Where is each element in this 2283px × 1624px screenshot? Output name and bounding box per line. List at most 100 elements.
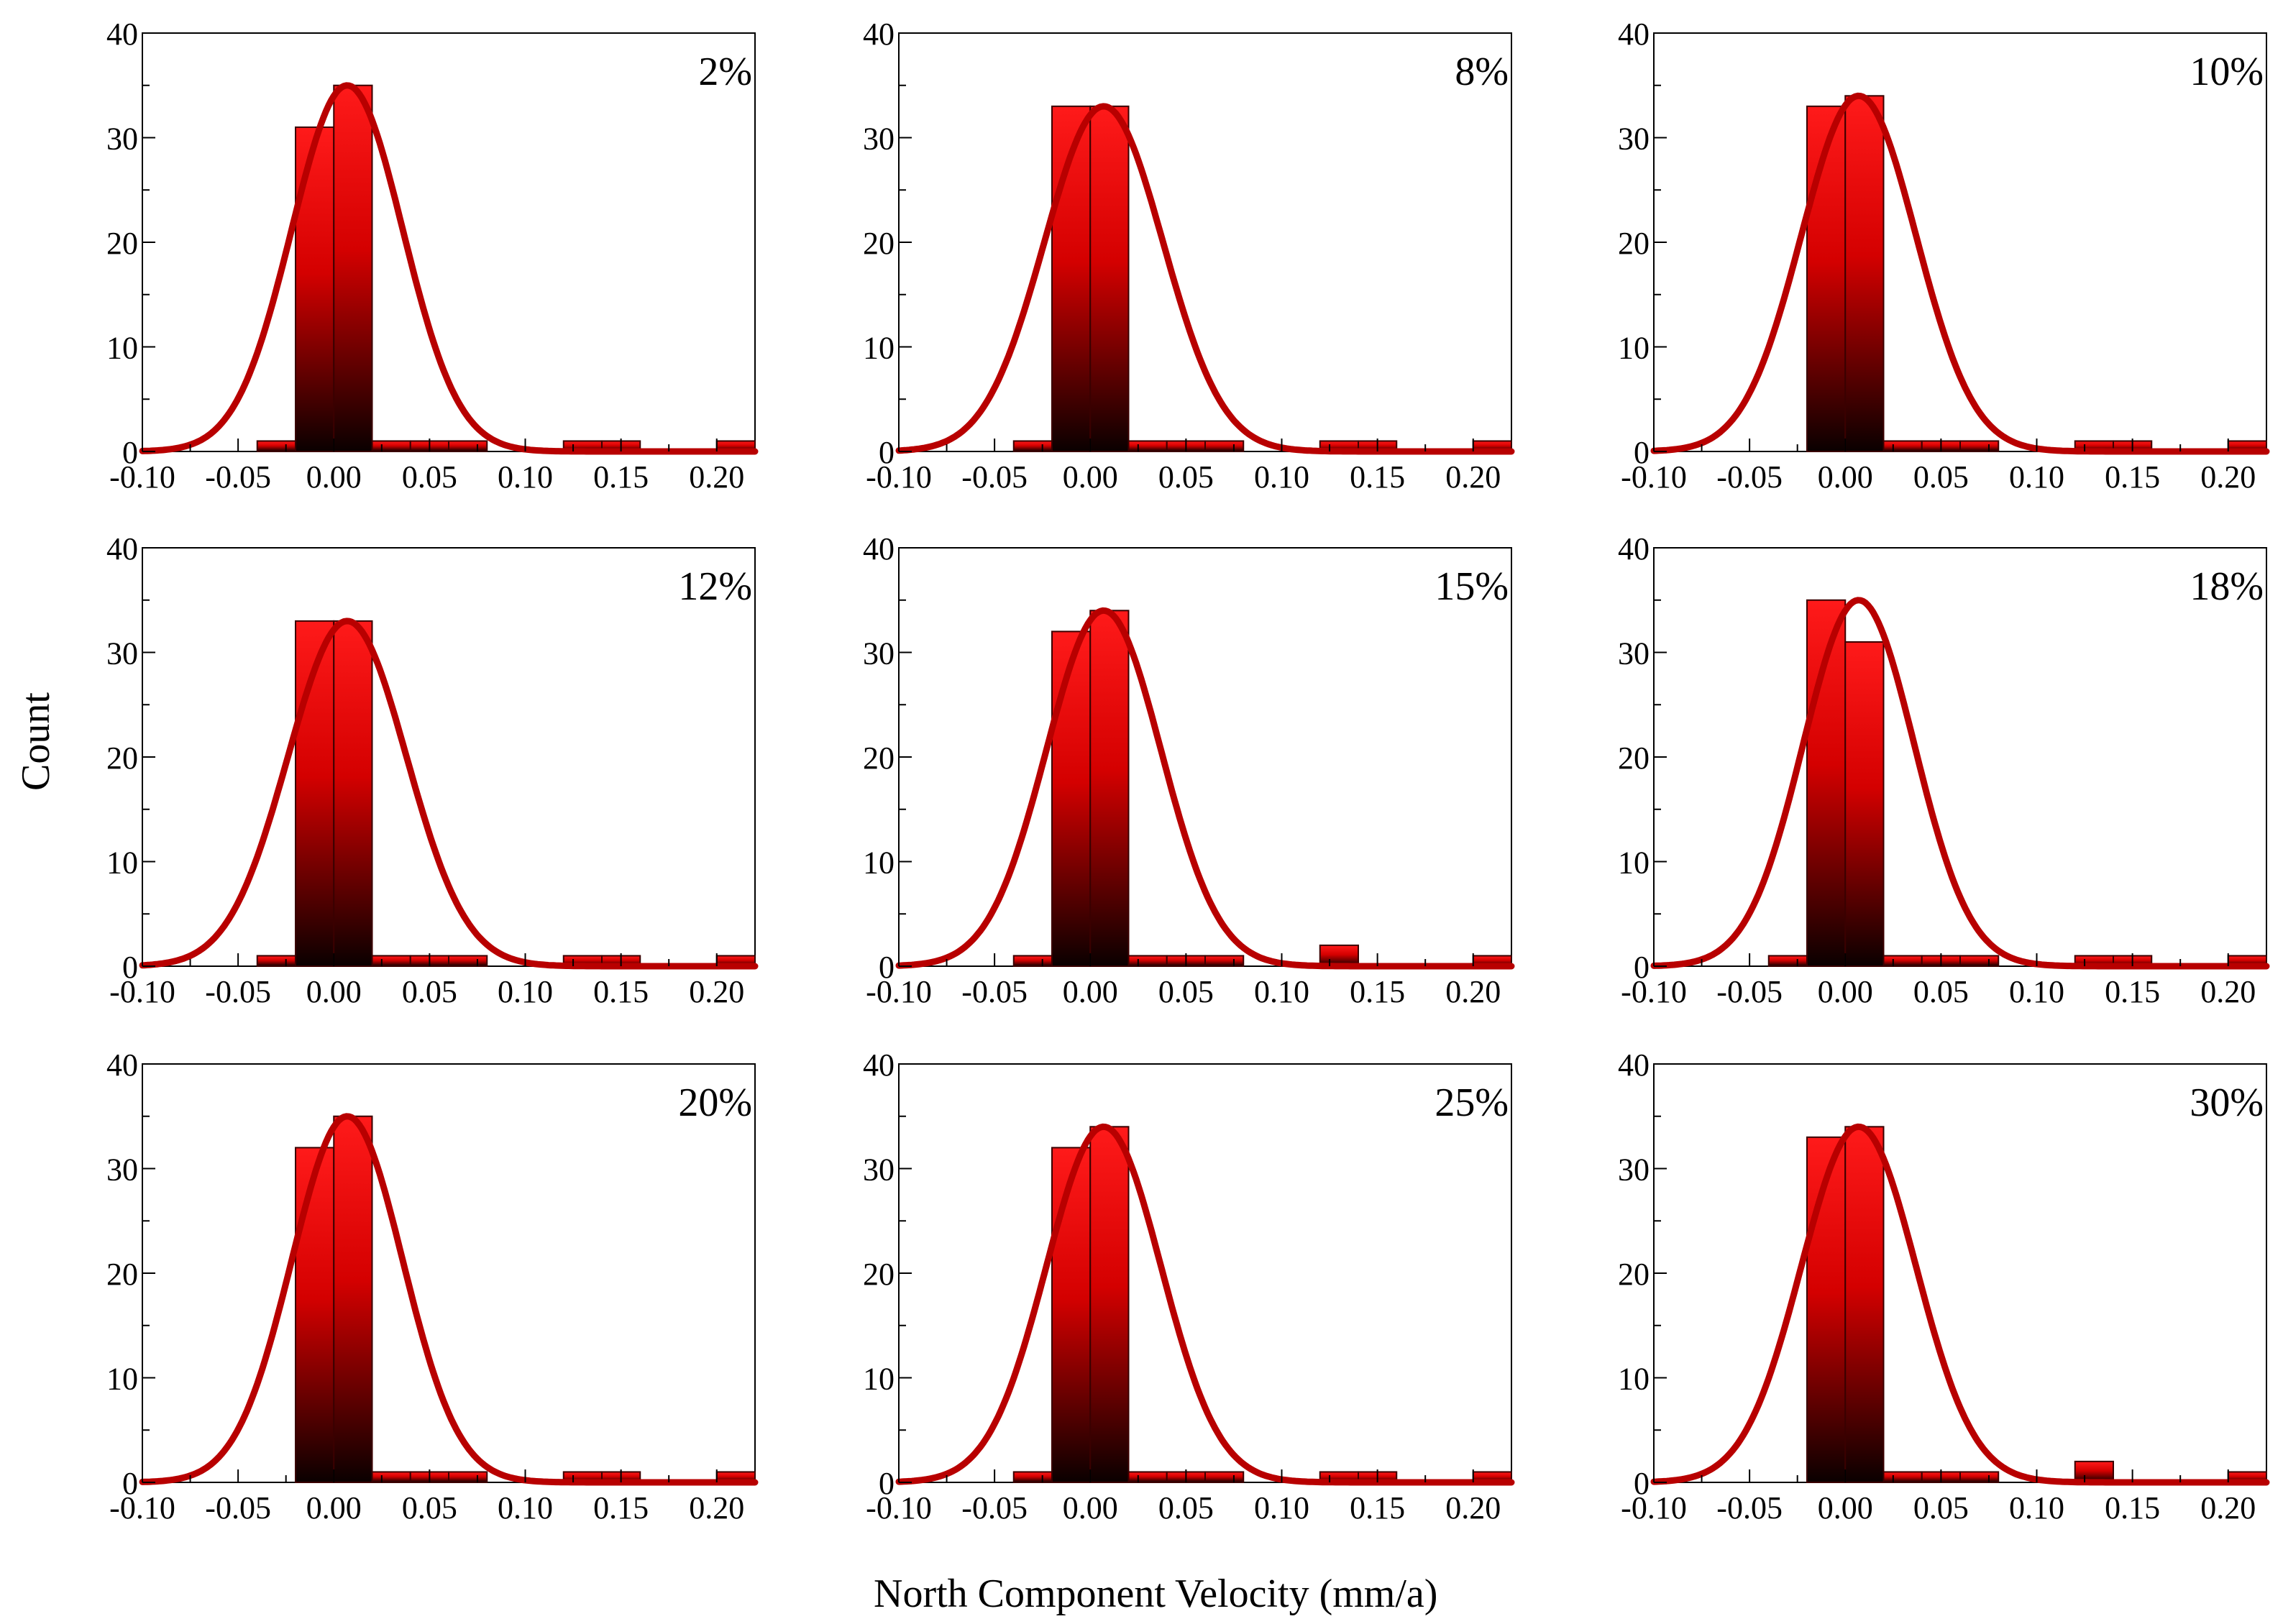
histogram-bar [1127,440,1168,453]
x-tick-label: 0.00 [306,459,362,495]
y-tick-label: 40 [106,17,138,52]
x-tick-label: 0.05 [1158,974,1214,1009]
histogram-bar [1204,440,1245,453]
histogram-bar [1012,1471,1053,1483]
y-tick-label: 0 [122,435,138,470]
x-tick-label: 0.15 [2105,459,2160,495]
x-tick-label: 0.15 [1350,974,1405,1009]
y-tick-label: 10 [863,845,895,881]
y-tick-label: 10 [1618,1362,1650,1397]
panel-label: 20% [678,1081,752,1125]
panel-label: 2% [698,50,752,94]
y-tick-label: 30 [863,636,895,671]
x-tick-label: 0.15 [2105,974,2160,1009]
histogram-bar [1882,955,1923,967]
normal-fit-curve [1650,597,2270,970]
histogram-bar [256,440,296,453]
chart-panel: 0 10 20 30 40 -0.10 -0.05 0.00 0.05 0.10 0.15 0.20 1… [106,531,759,1009]
x-tick-label: 0.20 [2200,1490,2256,1526]
y-tick-label: 30 [1618,1152,1650,1188]
y-tick-label: 10 [1618,845,1650,881]
panel-label: 18% [2190,564,2264,609]
x-tick-label: 0.05 [1158,1490,1214,1526]
x-tick-label: 0.10 [1254,459,1309,495]
histogram-bar [1959,1471,2000,1483]
y-tick-label: 20 [1618,226,1650,261]
plot-frame [898,547,1512,967]
x-tick-label: 0.05 [402,974,457,1009]
normal-fit-curve [139,82,759,455]
y-tick-label: 30 [106,1152,138,1188]
y-tick-label: 0 [122,1466,138,1501]
chart-panel: 0 10 20 30 40 -0.10 -0.05 0.00 0.05 0.10 0.15 0.20 3… [1618,1047,2270,1526]
normal-fit-curve [139,618,759,970]
x-tick-label: 0.00 [1063,974,1118,1009]
histogram-bar [333,84,373,452]
x-tick-label: -0.10 [866,459,932,495]
y-tick-label: 20 [1618,1257,1650,1292]
x-tick-label: 0.15 [1350,1490,1405,1526]
plot-frame [1653,1063,2267,1483]
x-tick-label: 0.00 [1818,1490,1873,1526]
x-tick-label: 0.05 [1158,459,1214,495]
y-tick-label: 40 [106,531,138,566]
y-tick-label: 30 [863,1152,895,1188]
histogram-bar [1806,105,1847,452]
histogram-bar [1051,1147,1092,1484]
normal-fit-curve [895,1123,1515,1486]
x-tick-label: 0.10 [2009,1490,2064,1526]
y-tick-label: 0 [122,950,138,985]
x-tick-label: -0.10 [1621,1490,1687,1526]
y-tick-label: 40 [1618,17,1650,52]
normal-fit-curve [895,103,1515,455]
normal-fit-curve [895,607,1515,970]
chart-panel: 0 10 20 30 40 -0.10 -0.05 0.00 0.05 0.10 0.15 0.20 8… [863,17,1515,495]
histogram-bar [1127,955,1168,967]
y-tick-label: 20 [106,226,138,261]
y-tick-label: 0 [879,435,895,470]
x-tick-label: -0.10 [866,974,932,1009]
histogram-bar [1959,955,2000,967]
panel-label: 15% [1435,564,1509,609]
x-tick-label: 0.00 [306,974,362,1009]
x-tick-label: -0.05 [1716,459,1783,495]
chart-panel: 0 10 20 30 40 -0.10 -0.05 0.00 0.05 0.10 0.15 0.20 2… [106,1047,759,1526]
histogram-bar [1012,955,1053,967]
x-tick-label: 0.10 [1254,1490,1309,1526]
histogram-bar [1204,955,1245,967]
histogram-bar [1882,1471,1923,1483]
x-tick-label: -0.05 [1716,1490,1783,1526]
histogram-bar [333,620,373,967]
histogram-bar [1127,1471,1168,1483]
x-tick-label: 0.10 [498,459,553,495]
y-tick-label: 30 [1618,121,1650,157]
x-tick-label: -0.10 [109,1490,175,1526]
histogram-bar [1959,440,2000,453]
histogram-bar [333,1115,373,1483]
histogram-bar [1882,440,1923,453]
y-tick-label: 30 [106,121,138,157]
histogram-bar [371,1471,411,1483]
histogram-bar [1806,1136,1847,1483]
y-tick-label: 10 [106,331,138,366]
histogram-bar [1767,955,1808,967]
y-tick-label: 0 [1634,1466,1650,1501]
x-tick-label: 0.15 [593,974,649,1009]
normal-fit-curve [1650,92,2270,455]
x-tick-label: -0.05 [1716,974,1783,1009]
x-tick-label: -0.05 [961,974,1028,1009]
y-tick-label: 40 [863,531,895,566]
x-tick-label: -0.10 [109,974,175,1009]
y-tick-label: 10 [106,845,138,881]
y-tick-label: 40 [1618,1047,1650,1083]
x-tick-label: 0.20 [689,459,744,495]
x-tick-label: 0.00 [1063,459,1118,495]
histogram-bar [1012,440,1053,453]
panel-label: 30% [2190,1081,2264,1125]
chart-panel: 0 10 20 30 40 -0.10 -0.05 0.00 0.05 0.10 0.15 0.20 2… [106,17,759,495]
x-tick-label: 0.05 [402,1490,457,1526]
histogram-bar [2074,1460,2114,1484]
histogram-bar [1844,1126,1885,1484]
chart-panel: 0 10 20 30 40 -0.10 -0.05 0.00 0.05 0.10 0.15 0.20 2… [863,1047,1515,1526]
x-tick-label: 0.10 [1254,974,1309,1009]
